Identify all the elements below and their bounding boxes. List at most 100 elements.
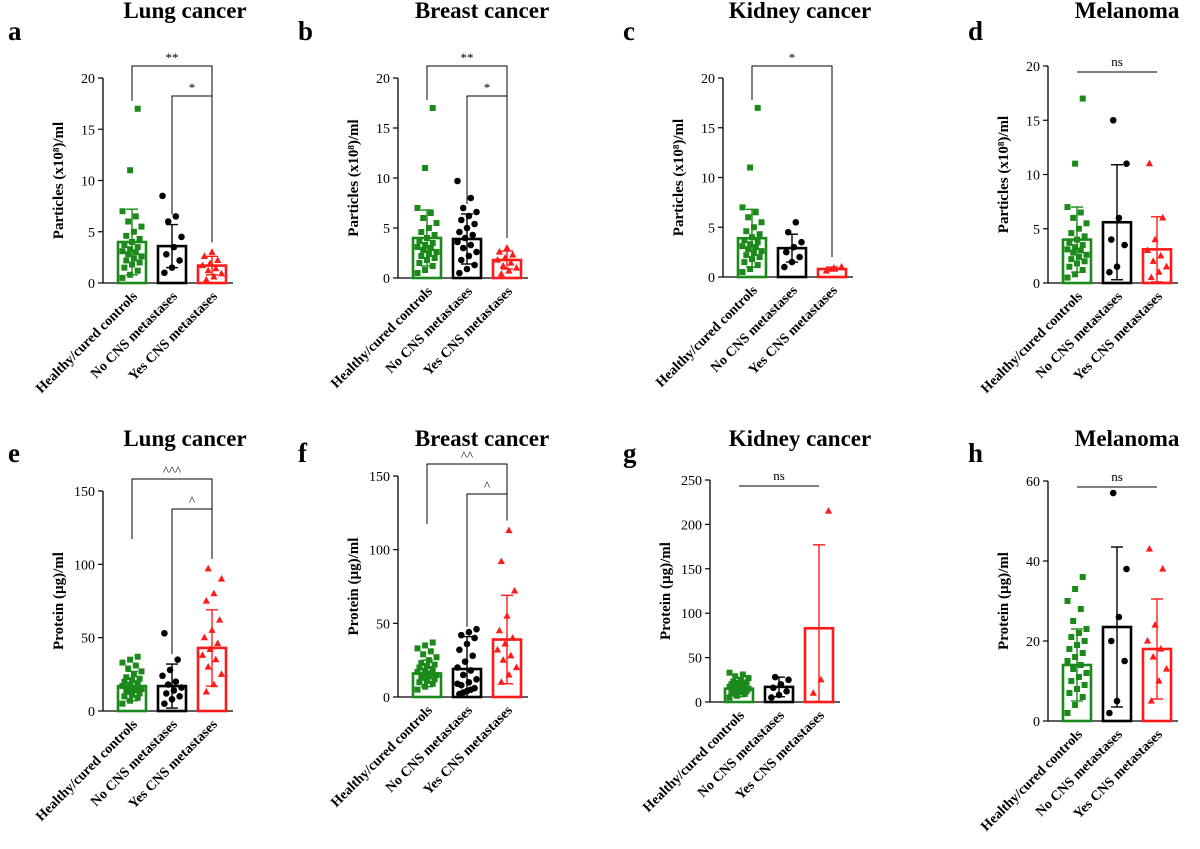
data-point (471, 634, 478, 642)
data-point (123, 674, 130, 681)
data-point (1081, 258, 1088, 265)
significance-bracket (466, 493, 508, 627)
data-point (1149, 257, 1157, 264)
data-point (198, 261, 207, 269)
data-point (1079, 650, 1086, 656)
data-point (429, 666, 436, 673)
chart-title: Breast cancer (415, 0, 549, 23)
data-point (1072, 702, 1079, 708)
data-point (123, 257, 130, 264)
data-point (127, 697, 134, 704)
data-point (754, 104, 761, 111)
data-point (431, 661, 438, 668)
data-point (454, 177, 461, 185)
y-tick-label: 20 (1026, 635, 1040, 650)
y-axis-label: Particles (x10⁸)/ml (346, 119, 362, 236)
data-point (427, 210, 434, 216)
data-point (1075, 630, 1082, 636)
data-point (732, 673, 739, 680)
data-point (178, 233, 185, 241)
y-axis-label: Protein (µg)/ml (658, 542, 674, 640)
data-point (1147, 273, 1155, 281)
data-point (416, 260, 423, 266)
y-tick-label: 5 (708, 221, 715, 236)
data-point (1145, 545, 1153, 552)
data-point (216, 616, 224, 623)
data-point (739, 269, 746, 276)
data-point (493, 645, 502, 653)
data-point (130, 671, 137, 678)
panel-letter: c (623, 16, 635, 46)
y-axis-label: Protein (µg)/ml (996, 552, 1012, 650)
y-axis-label: Particles (x10⁸)/ml (51, 122, 67, 239)
data-point (792, 218, 800, 226)
data-point (1064, 658, 1071, 664)
data-point (467, 667, 475, 674)
data-point (467, 194, 475, 202)
data-point (129, 261, 135, 268)
data-point (138, 668, 145, 675)
data-point (501, 254, 509, 261)
data-point (424, 663, 430, 670)
data-point (130, 228, 137, 235)
data-point (511, 586, 519, 594)
data-point (456, 228, 463, 236)
data-point (1113, 263, 1121, 271)
data-point (463, 224, 471, 232)
data-point (1159, 565, 1167, 572)
y-tick-label: 10 (1026, 169, 1040, 184)
data-point (164, 218, 172, 225)
data-point (1157, 251, 1165, 259)
data-point (414, 244, 421, 250)
data-point (130, 255, 137, 262)
y-tick-label: 20 (376, 72, 390, 87)
data-point (743, 679, 750, 686)
data-point (768, 694, 775, 701)
data-point (1064, 204, 1071, 211)
data-point (465, 252, 473, 260)
data-point (159, 192, 166, 200)
data-point (454, 680, 461, 688)
data-point (467, 686, 475, 693)
data-point (127, 656, 134, 663)
data-point (781, 263, 788, 271)
data-point (1072, 654, 1079, 660)
data-point (206, 259, 214, 267)
y-tick-label: 40 (1026, 555, 1040, 570)
data-point (420, 247, 427, 253)
data-point (433, 249, 440, 255)
y-axis-label: Particles (x10⁸)/ml (671, 119, 687, 236)
data-point (1162, 665, 1171, 672)
data-point (465, 212, 473, 220)
data-point (465, 678, 473, 686)
y-tick-label: 20 (1026, 60, 1040, 75)
data-point (747, 266, 754, 273)
data-point (429, 680, 436, 687)
data-point (1149, 653, 1157, 660)
data-point (214, 639, 222, 647)
data-point (176, 693, 183, 700)
data-point (418, 660, 425, 667)
data-point (429, 240, 436, 246)
data-point (431, 676, 438, 683)
data-point (200, 633, 208, 641)
data-point (788, 258, 796, 266)
data-point (414, 205, 421, 211)
data-point (422, 683, 429, 690)
data-point (1066, 239, 1073, 246)
data-point (730, 678, 737, 685)
data-point (212, 655, 220, 663)
data-point (469, 231, 477, 239)
data-point (136, 235, 143, 242)
data-point (132, 249, 139, 256)
data-point (473, 625, 480, 633)
data-point (1064, 274, 1071, 281)
data-point (420, 651, 427, 658)
data-point (463, 265, 471, 273)
data-point (1121, 241, 1128, 249)
data-point (473, 676, 480, 683)
data-point (1075, 253, 1082, 260)
data-point (127, 246, 134, 253)
data-point (777, 680, 785, 688)
data-point (736, 680, 742, 687)
